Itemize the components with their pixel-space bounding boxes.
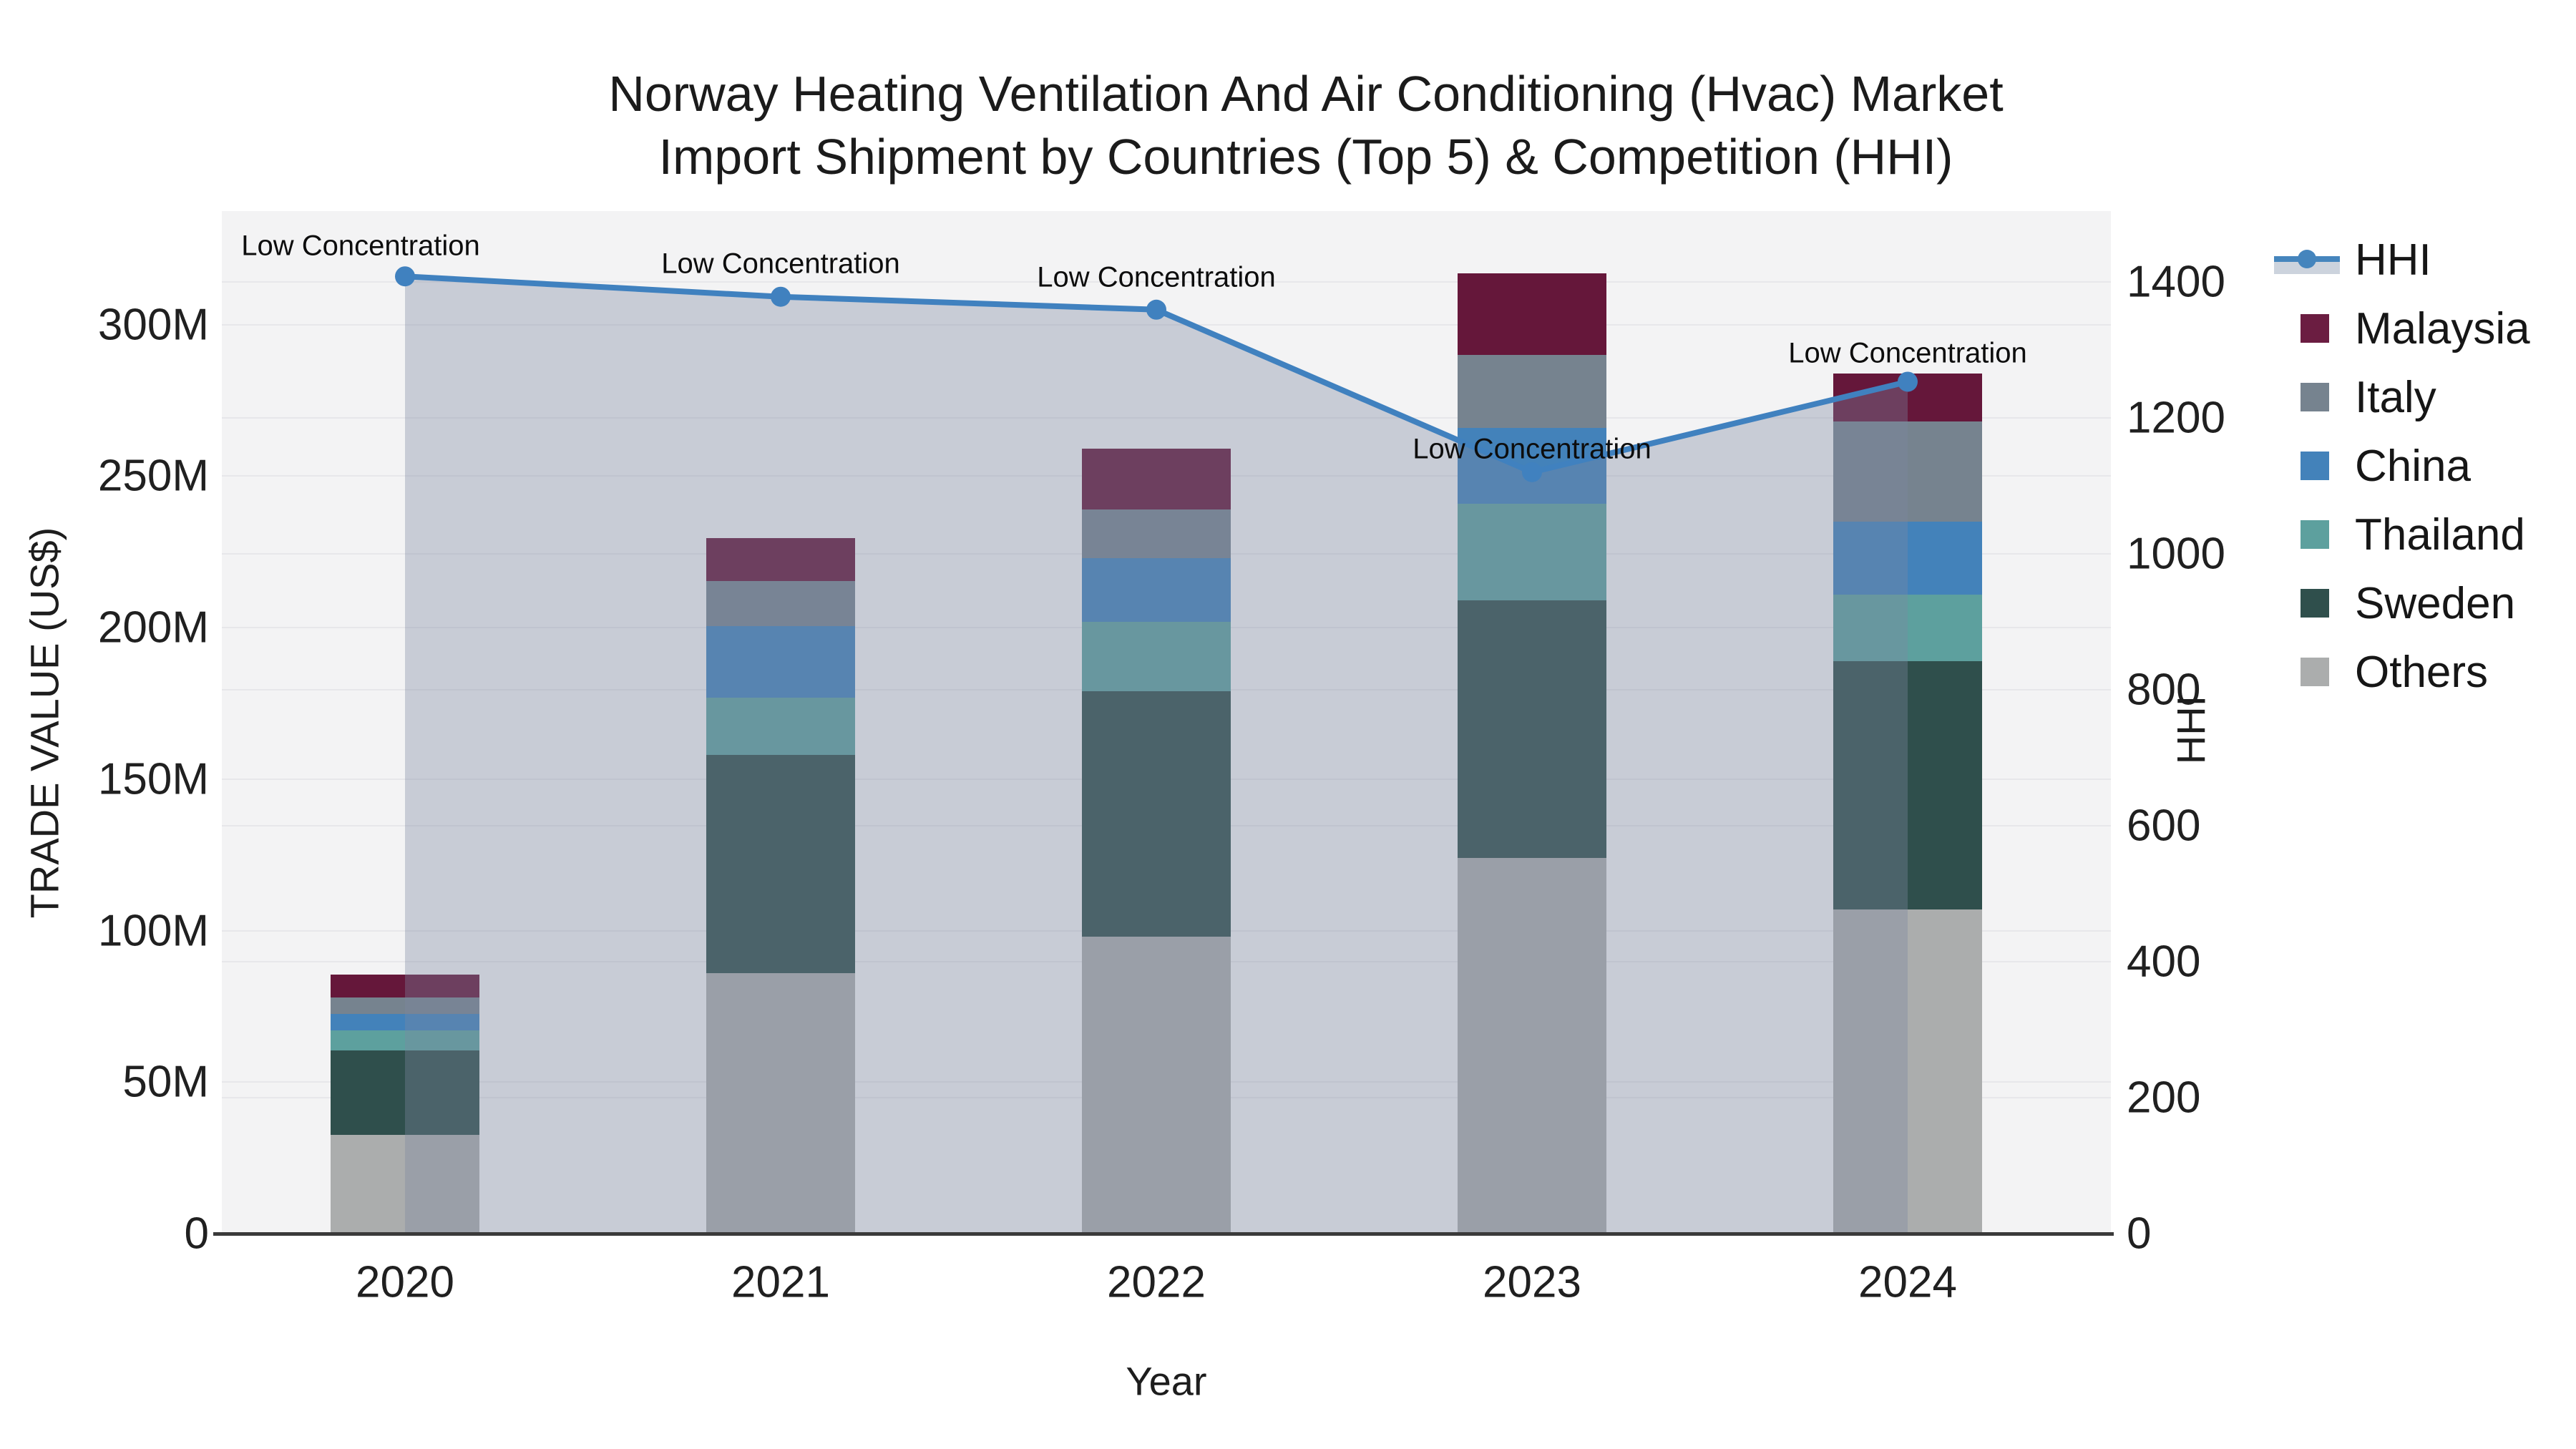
bar-segment-china-2022[interactable] <box>1082 557 1231 622</box>
annotation-2020: Low Concentration <box>241 230 480 262</box>
legend-item-malaysia[interactable]: Malaysia <box>2274 294 2530 363</box>
bar-segment-italy-2021[interactable] <box>706 580 855 627</box>
bar-segment-malaysia-2023[interactable] <box>1458 273 1606 356</box>
y-left-tick-150M: 150M <box>97 754 209 804</box>
y-right-tick-400: 400 <box>2127 937 2201 987</box>
bar-segment-malaysia-2022[interactable] <box>1082 449 1231 510</box>
hhi-area-fill <box>405 276 1908 1234</box>
y-left-tick-50M: 50M <box>122 1057 209 1107</box>
legend-swatch-others <box>2301 658 2329 686</box>
bar-segment-others-2020[interactable] <box>331 1135 479 1234</box>
bar-segment-others-2021[interactable] <box>706 972 855 1234</box>
legend-label-china: China <box>2355 441 2471 491</box>
y-right-tick-600: 600 <box>2127 801 2201 851</box>
x-tick-2020: 2020 <box>356 1257 454 1307</box>
y-left-tick-200M: 200M <box>97 602 209 653</box>
y-right-tick-1200: 1200 <box>2127 393 2225 443</box>
gridline-y_left-300 <box>222 323 2111 326</box>
hhi-marker-2020[interactable] <box>395 266 415 287</box>
gridline-y_right-1400 <box>222 280 2111 283</box>
legend: HHI Malaysia Italy China Thailand Sweden Other… <box>2274 225 2530 706</box>
bar-segment-italy-2024[interactable] <box>1833 421 1982 522</box>
y-left-tick-250M: 250M <box>97 451 209 501</box>
annotation-2021: Low Concentration <box>661 248 900 280</box>
bar-segment-china-2024[interactable] <box>1833 522 1982 595</box>
legend-item-thailand[interactable]: Thailand <box>2274 500 2530 569</box>
bar-segment-thailand-2023[interactable] <box>1458 503 1606 601</box>
legend-item-italy[interactable]: Italy <box>2274 363 2530 431</box>
legend-swatch-china <box>2301 452 2329 480</box>
chart-title-line1: Norway Heating Ventilation And Air Condi… <box>608 66 2004 122</box>
annotation-2023: Low Concentration <box>1413 433 1652 465</box>
legend-swatch-italy <box>2301 383 2329 411</box>
bar-segment-thailand-2021[interactable] <box>706 697 855 756</box>
y-right-tick-1000: 1000 <box>2127 529 2225 579</box>
bar-segment-sweden-2021[interactable] <box>706 755 855 973</box>
y-left-tick-300M: 300M <box>97 300 209 350</box>
x-tick-2022: 2022 <box>1107 1257 1206 1307</box>
legend-item-sweden[interactable]: Sweden <box>2274 569 2530 638</box>
bar-segment-thailand-2024[interactable] <box>1833 594 1982 661</box>
x-tick-2024: 2024 <box>1858 1257 1957 1307</box>
legend-item-china[interactable]: China <box>2274 431 2530 500</box>
hhi-marker-2021[interactable] <box>771 286 791 307</box>
annotation-2024: Low Concentration <box>1788 337 2027 369</box>
plot-area <box>222 211 2111 1234</box>
x-axis-title: Year <box>1126 1358 1207 1404</box>
y-right-tick-200: 200 <box>2127 1073 2201 1123</box>
x-tick-2023: 2023 <box>1483 1257 1581 1307</box>
bar-segment-italy-2022[interactable] <box>1082 509 1231 558</box>
legend-swatch-thailand <box>2301 520 2329 549</box>
bar-segment-china-2021[interactable] <box>706 626 855 698</box>
x-tick-2021: 2021 <box>731 1257 830 1307</box>
bar-segment-italy-2020[interactable] <box>331 997 479 1015</box>
y-right-tick-800: 800 <box>2127 665 2201 715</box>
legend-item-hhi[interactable]: HHI <box>2274 225 2530 294</box>
hhi-marker-2022[interactable] <box>1146 299 1166 320</box>
bar-segment-sweden-2020[interactable] <box>331 1050 479 1136</box>
legend-label-sweden: Sweden <box>2355 578 2516 628</box>
legend-label-hhi: HHI <box>2355 235 2431 285</box>
legend-swatch-malaysia <box>2301 314 2329 343</box>
bar-segment-sweden-2022[interactable] <box>1082 691 1231 937</box>
bar-segment-thailand-2022[interactable] <box>1082 621 1231 692</box>
bar-segment-others-2022[interactable] <box>1082 937 1231 1234</box>
hhi-line-layer <box>395 266 1918 1234</box>
bar-segment-china-2020[interactable] <box>331 1014 479 1031</box>
legend-swatch-sweden <box>2301 589 2329 618</box>
bar-segment-thailand-2020[interactable] <box>331 1030 479 1050</box>
y-right-tick-1400: 1400 <box>2127 257 2225 307</box>
bar-segment-others-2024[interactable] <box>1833 909 1982 1234</box>
gridline-y_right-1200 <box>222 416 2111 419</box>
legend-label-italy: Italy <box>2355 372 2436 422</box>
x-axis-line <box>213 1232 2114 1236</box>
bar-segment-malaysia-2020[interactable] <box>331 975 479 997</box>
bar-segment-italy-2023[interactable] <box>1458 355 1606 428</box>
annotation-2022: Low Concentration <box>1037 261 1276 293</box>
y-right-tick-0: 0 <box>2127 1209 2152 1259</box>
chart-title-line2: Import Shipment by Countries (Top 5) & C… <box>658 128 1953 185</box>
y-left-tick-100M: 100M <box>97 906 209 956</box>
legend-label-thailand: Thailand <box>2355 509 2525 560</box>
y-axis-title-left: TRADE VALUE (US$) <box>21 527 67 919</box>
y-axis-title-right: HHI <box>2168 695 2214 765</box>
bar-segment-sweden-2024[interactable] <box>1833 660 1982 909</box>
bar-segment-malaysia-2021[interactable] <box>706 538 855 581</box>
legend-label-others: Others <box>2355 647 2489 697</box>
legend-label-malaysia: Malaysia <box>2355 303 2530 353</box>
hhi-marker-2023[interactable] <box>1522 462 1542 482</box>
bar-segment-others-2023[interactable] <box>1458 857 1606 1234</box>
legend-item-others[interactable]: Others <box>2274 638 2530 706</box>
bar-segment-sweden-2023[interactable] <box>1458 600 1606 858</box>
chart-title: Norway Heating Ventilation And Air Condi… <box>608 63 2003 188</box>
y-left-tick-0: 0 <box>184 1209 209 1259</box>
hhi-marker-2024[interactable] <box>1898 371 1918 392</box>
hhi-line-icon <box>2274 244 2340 275</box>
